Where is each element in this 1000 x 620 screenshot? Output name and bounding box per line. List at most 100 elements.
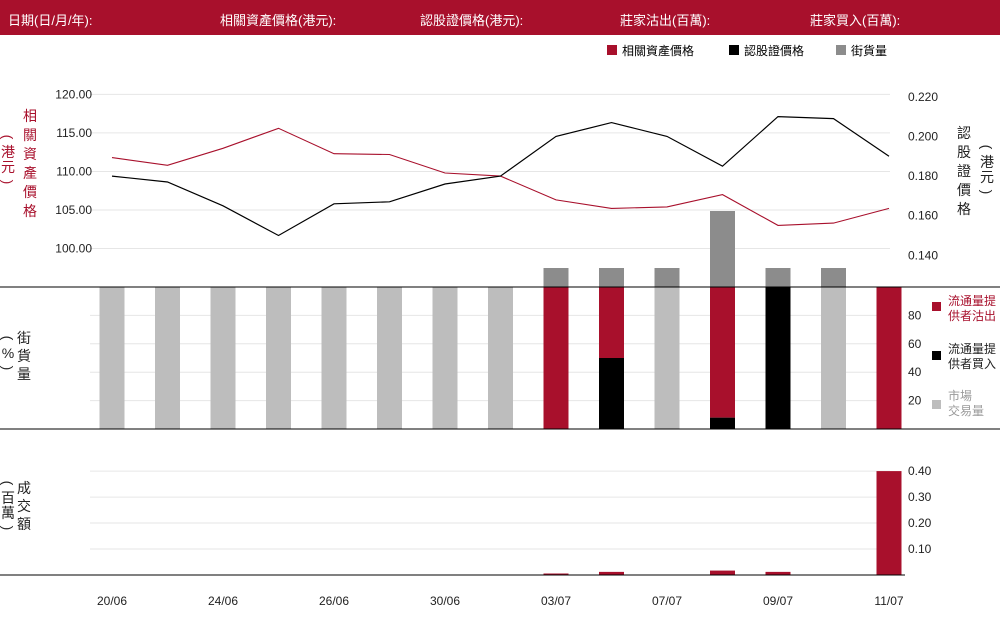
right-axis-tick: 0.140 <box>908 248 938 262</box>
svg-text:(: ( <box>0 135 16 140</box>
svg-text:(: ( <box>0 336 16 341</box>
market-volume-bar <box>432 287 458 429</box>
turnover-axis-unit: ( 百萬) <box>0 481 16 531</box>
svg-text:): ) <box>0 180 16 185</box>
legend-issuer-sold: 流通量提供者沽出 <box>948 293 996 323</box>
market-volume-bar <box>321 287 347 429</box>
x-axis-tick: 03/07 <box>541 594 571 608</box>
market-volume-bar <box>99 287 125 429</box>
svg-text:價: 價 <box>957 182 971 198</box>
legend-warrant: 認股證價格 <box>744 43 804 58</box>
legend-swatch-underlying <box>607 45 617 55</box>
market-volume-bar <box>821 287 846 429</box>
x-axis-tick: 09/07 <box>763 594 793 608</box>
turnover-axis-tick: 0.20 <box>908 516 932 530</box>
left-axis-tick: 115.00 <box>56 126 92 140</box>
left-axis-tick: 110.00 <box>56 164 92 178</box>
svg-text:(: ( <box>0 481 16 486</box>
svg-text:證: 證 <box>957 163 971 179</box>
svg-text:認: 認 <box>957 125 971 141</box>
share-axis-title: 街貨量 <box>17 330 31 382</box>
turnover-axis-tick: 0.10 <box>908 542 932 556</box>
turnover-bar <box>599 571 624 575</box>
axis-ticks: 120.00115.00110.00105.00100.000.2200.200… <box>55 87 938 556</box>
svg-text:(: ( <box>979 145 995 150</box>
x-axis-ticks: 20/06 24/06 26/06 30/06 03/07 07/07 09/07 11/07 <box>97 594 904 608</box>
legend-top: 相關資產價格 認股證價格 街貨量 <box>607 43 887 58</box>
axis-titles: 相關資產價格(港元)認股證價格(港元)街貨量(%)成交額(百萬) <box>0 108 995 532</box>
svg-text:港: 港 <box>1 144 15 160</box>
svg-text:%: % <box>2 345 14 361</box>
share-axis-tick: 40 <box>908 365 922 379</box>
market-volume-bar <box>654 287 680 429</box>
header-date-label: 日期(日/月/年): <box>8 13 93 28</box>
header-warrant-price-label: 認股證價格(港元): <box>420 13 524 28</box>
svg-text:貨: 貨 <box>17 348 31 364</box>
outstanding-bar <box>543 268 569 287</box>
legend-outstanding: 街貨量 <box>851 43 887 58</box>
x-axis-tick: 24/06 <box>208 594 238 608</box>
issuer-bought-bar <box>599 358 624 429</box>
svg-text:相: 相 <box>23 108 37 124</box>
issuer-sold-bar <box>543 287 569 429</box>
market-volume-bar <box>210 287 236 429</box>
turnover-bar <box>876 471 902 575</box>
outstanding-bar <box>765 268 791 287</box>
price-lines <box>111 115 890 237</box>
header-issuer-bought-label: 莊家買入(百萬): <box>810 13 901 28</box>
legend-mid: 流通量提供者沽出 流通量提供者買入 市場交易量 <box>932 293 996 418</box>
warrant-price-line <box>111 115 890 237</box>
issuer-bought-bar <box>710 417 735 429</box>
turnover-bar <box>543 573 569 575</box>
issuer-sold-bar <box>599 287 624 358</box>
share-axis-tick: 60 <box>908 337 922 351</box>
right-axis-tick: 0.180 <box>908 169 938 183</box>
market-volume-bar <box>155 287 180 429</box>
svg-text:資: 資 <box>23 146 37 162</box>
panel-dividers <box>0 286 1000 576</box>
issuer-bought-bar <box>765 287 791 429</box>
svg-text:成: 成 <box>17 480 31 496</box>
svg-text:): ) <box>979 190 995 195</box>
market-volume-bar <box>488 287 513 429</box>
x-axis-tick: 26/06 <box>319 594 349 608</box>
svg-text:量: 量 <box>17 366 31 382</box>
svg-text:港: 港 <box>980 154 994 170</box>
legend-swatch-market <box>932 400 941 409</box>
turnover-bar <box>765 571 791 575</box>
outstanding-bar <box>710 211 735 287</box>
issuer-sold-bar <box>876 287 902 429</box>
svg-text:額: 額 <box>17 516 31 532</box>
header-underlying-price-label: 相關資產價格(港元): <box>220 13 337 28</box>
left-axis-tick: 100.00 <box>55 241 92 255</box>
chart-bars <box>99 211 902 575</box>
outstanding-bar <box>654 268 680 287</box>
left-axis-unit: ( 港元) <box>0 135 16 185</box>
right-axis-tick: 0.160 <box>908 209 938 223</box>
outstanding-bar <box>821 268 846 287</box>
market-volume-bar <box>266 287 291 429</box>
svg-text:): ) <box>0 526 16 531</box>
svg-text:格: 格 <box>23 203 37 219</box>
svg-text:股: 股 <box>957 144 971 160</box>
svg-text:萬: 萬 <box>1 505 15 521</box>
issuer-sold-bar <box>710 287 735 418</box>
underlying-price-line <box>111 127 890 226</box>
legend-swatch-warrant <box>729 45 739 55</box>
svg-text:元: 元 <box>1 159 15 175</box>
svg-text:產: 產 <box>23 165 37 181</box>
x-axis-tick: 20/06 <box>97 594 127 608</box>
x-axis-tick: 07/07 <box>652 594 682 608</box>
svg-text:價: 價 <box>23 184 37 200</box>
svg-text:): ) <box>0 366 16 371</box>
svg-text:百: 百 <box>1 490 15 506</box>
turnover-axis-title: 成交額 <box>17 480 31 532</box>
turnover-axis-tick: 0.30 <box>908 490 932 504</box>
legend-issuer-bought: 流通量提供者買入 <box>948 341 996 371</box>
right-axis-unit: (港元) <box>979 145 995 195</box>
legend-underlying: 相關資產價格 <box>622 43 694 58</box>
legend-swatch-issuer-sold <box>932 302 941 311</box>
svg-text:格: 格 <box>957 201 971 217</box>
right-axis-tick: 0.220 <box>908 90 938 104</box>
